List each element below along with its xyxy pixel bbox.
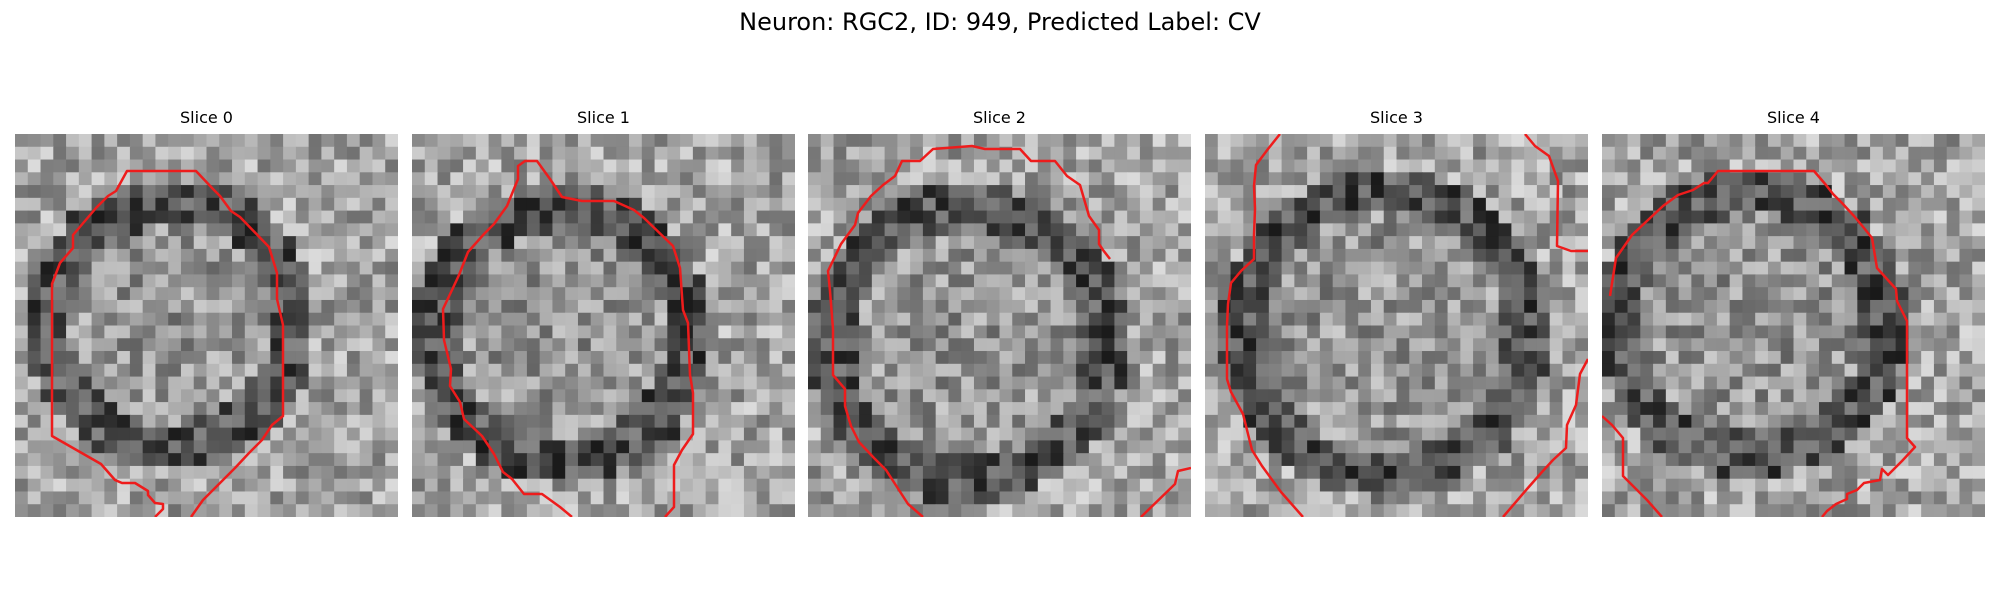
cell-contour bbox=[826, 144, 1191, 517]
pixel-grid bbox=[1602, 134, 1985, 517]
pixel-grid bbox=[412, 134, 795, 517]
figure-title: Neuron: RGC2, ID: 949, Predicted Label: … bbox=[739, 8, 1261, 36]
slice-image-3 bbox=[1205, 134, 1588, 517]
cell-contour bbox=[1602, 169, 1917, 517]
slice-image-4 bbox=[1602, 134, 1985, 517]
cell-contour bbox=[50, 169, 285, 517]
slice-title: Slice 1 bbox=[577, 108, 630, 127]
slice-title: Slice 2 bbox=[973, 108, 1026, 127]
slice-title: Slice 0 bbox=[180, 108, 233, 127]
pixel-grid bbox=[1205, 134, 1588, 517]
slice-image-0 bbox=[15, 134, 398, 517]
slice-image-1 bbox=[412, 134, 795, 517]
cell-contour bbox=[1225, 134, 1588, 517]
slice-image-2 bbox=[808, 134, 1191, 517]
pixel-grid bbox=[15, 134, 398, 517]
pixel-grid bbox=[808, 134, 1191, 517]
slice-title: Slice 4 bbox=[1767, 108, 1820, 127]
slice-title: Slice 3 bbox=[1370, 108, 1423, 127]
cell-contour bbox=[441, 159, 695, 517]
